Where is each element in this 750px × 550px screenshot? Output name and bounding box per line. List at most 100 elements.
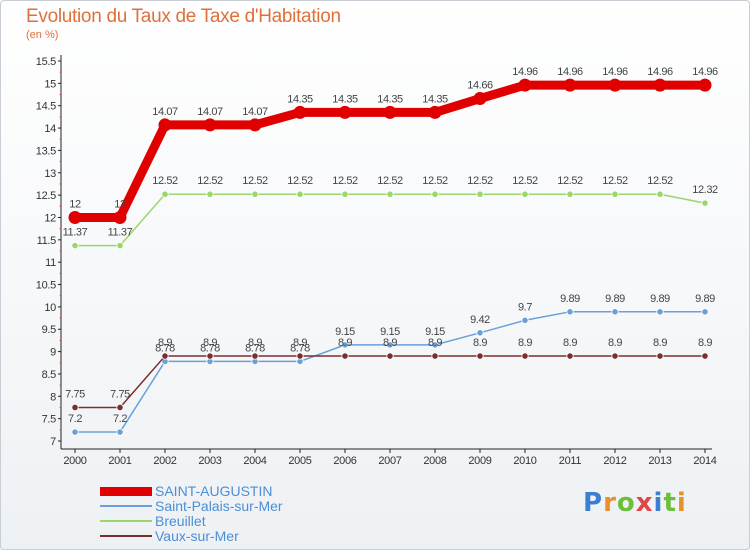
- legend-swatch: [100, 486, 152, 496]
- data-label: 9.89: [650, 293, 670, 305]
- data-label: 14.96: [512, 66, 538, 78]
- logo-letter: x: [635, 488, 654, 518]
- data-point: [158, 118, 172, 132]
- data-point: [161, 190, 169, 198]
- chart-title: Evolution du Taux de Taxe d'Habitation: [26, 6, 341, 27]
- data-label: 9.89: [695, 293, 715, 305]
- x-tick-label: 2013: [648, 455, 671, 467]
- x-tick-label: 2000: [63, 455, 86, 467]
- data-point: [521, 316, 529, 324]
- data-label: 12.52: [287, 175, 313, 187]
- data-label: 14.35: [287, 93, 313, 105]
- x-tick-label: 2007: [378, 455, 401, 467]
- data-point: [68, 210, 82, 224]
- data-label: 11.37: [63, 227, 88, 239]
- y-tick-label: 8: [50, 391, 56, 403]
- data-point: [116, 242, 124, 250]
- data-point: [476, 190, 484, 198]
- data-label: 14.66: [467, 80, 493, 92]
- data-point: [341, 352, 349, 360]
- logo-letter: i: [653, 488, 664, 518]
- data-label: 11.37: [108, 227, 133, 239]
- data-point: [701, 352, 709, 360]
- y-tick-label: 10.5: [36, 280, 56, 292]
- data-label: 12.52: [332, 175, 358, 187]
- data-point: [116, 428, 124, 436]
- y-tick-label: 7.5: [42, 414, 57, 426]
- data-label: 12.52: [467, 175, 493, 187]
- data-point: [71, 403, 79, 412]
- data-label: 7.75: [110, 388, 130, 400]
- data-label: 14.07: [152, 106, 178, 118]
- data-point: [476, 329, 484, 337]
- data-point: [341, 190, 349, 198]
- legend-swatch: [100, 520, 152, 522]
- x-tick-label: 2008: [423, 455, 446, 467]
- data-point: [296, 352, 304, 360]
- data-point: [653, 78, 667, 92]
- data-label: 12.52: [512, 175, 538, 187]
- data-point: [656, 352, 664, 360]
- data-label: 12.52: [647, 175, 673, 187]
- y-tick-label: 11: [45, 257, 56, 269]
- data-point: [431, 190, 439, 198]
- data-point: [251, 352, 259, 360]
- logo-letter: o: [616, 488, 636, 518]
- data-label: 8.9: [338, 337, 352, 349]
- data-label: 12: [69, 198, 81, 210]
- data-label: 8.9: [203, 337, 217, 349]
- data-label: 8.9: [293, 337, 307, 349]
- data-label: 8.9: [518, 337, 532, 349]
- data-label: 12: [114, 198, 126, 210]
- data-point: [206, 190, 214, 198]
- data-point: [518, 78, 532, 92]
- chart-subtitle: (en %): [26, 29, 59, 41]
- data-label: 14.96: [557, 66, 583, 78]
- data-point: [293, 105, 307, 119]
- data-label: 8.9: [653, 337, 667, 349]
- data-label: 14.96: [647, 66, 673, 78]
- data-label: 9.15: [380, 326, 400, 338]
- data-point: [296, 190, 304, 198]
- data-point: [338, 105, 352, 119]
- data-point: [431, 352, 439, 360]
- y-tick-label: 9.5: [42, 324, 57, 336]
- data-point: [386, 352, 394, 360]
- y-tick-label: 13.5: [36, 145, 56, 157]
- x-tick-label: 2009: [468, 455, 491, 467]
- logo-letter: r: [603, 488, 617, 518]
- data-label: 8.78: [155, 342, 175, 354]
- data-label: 14.35: [377, 93, 403, 105]
- data-label: 12.52: [422, 175, 448, 187]
- x-tick-label: 2011: [559, 455, 582, 467]
- data-label: 8.9: [698, 337, 712, 349]
- data-label: 8.9: [248, 337, 262, 349]
- x-tick-label: 2010: [513, 455, 536, 467]
- data-label: 8.9: [608, 337, 622, 349]
- y-tick-label: 12: [44, 212, 56, 224]
- data-label: 9.89: [560, 293, 580, 305]
- y-tick-label: 15.5: [36, 56, 56, 68]
- series-line-vaux-sur-mer: [74, 355, 706, 409]
- data-point: [611, 352, 619, 360]
- data-label: 14.35: [332, 93, 358, 105]
- x-tick-label: 2014: [693, 455, 716, 467]
- legend-label: Breuillet: [155, 513, 206, 529]
- x-tick-label: 2012: [603, 455, 626, 467]
- data-point: [698, 78, 712, 92]
- logo-letter: i: [676, 488, 687, 518]
- x-tick-label: 2005: [288, 455, 311, 467]
- data-label: 14.35: [422, 93, 448, 105]
- data-point: [161, 352, 169, 360]
- data-label: 7.2: [68, 413, 82, 425]
- series-line-breuillet: [74, 193, 706, 247]
- data-label: 9.15: [335, 326, 355, 338]
- data-label: 8.9: [158, 337, 172, 349]
- data-label: 14.07: [197, 106, 223, 118]
- legend-label: SAINT-AUGUSTIN: [155, 483, 273, 499]
- x-tick-label: 2003: [198, 455, 221, 467]
- data-point: [656, 190, 664, 198]
- data-label: 12.52: [152, 175, 178, 187]
- y-tick-label: 10: [44, 302, 56, 314]
